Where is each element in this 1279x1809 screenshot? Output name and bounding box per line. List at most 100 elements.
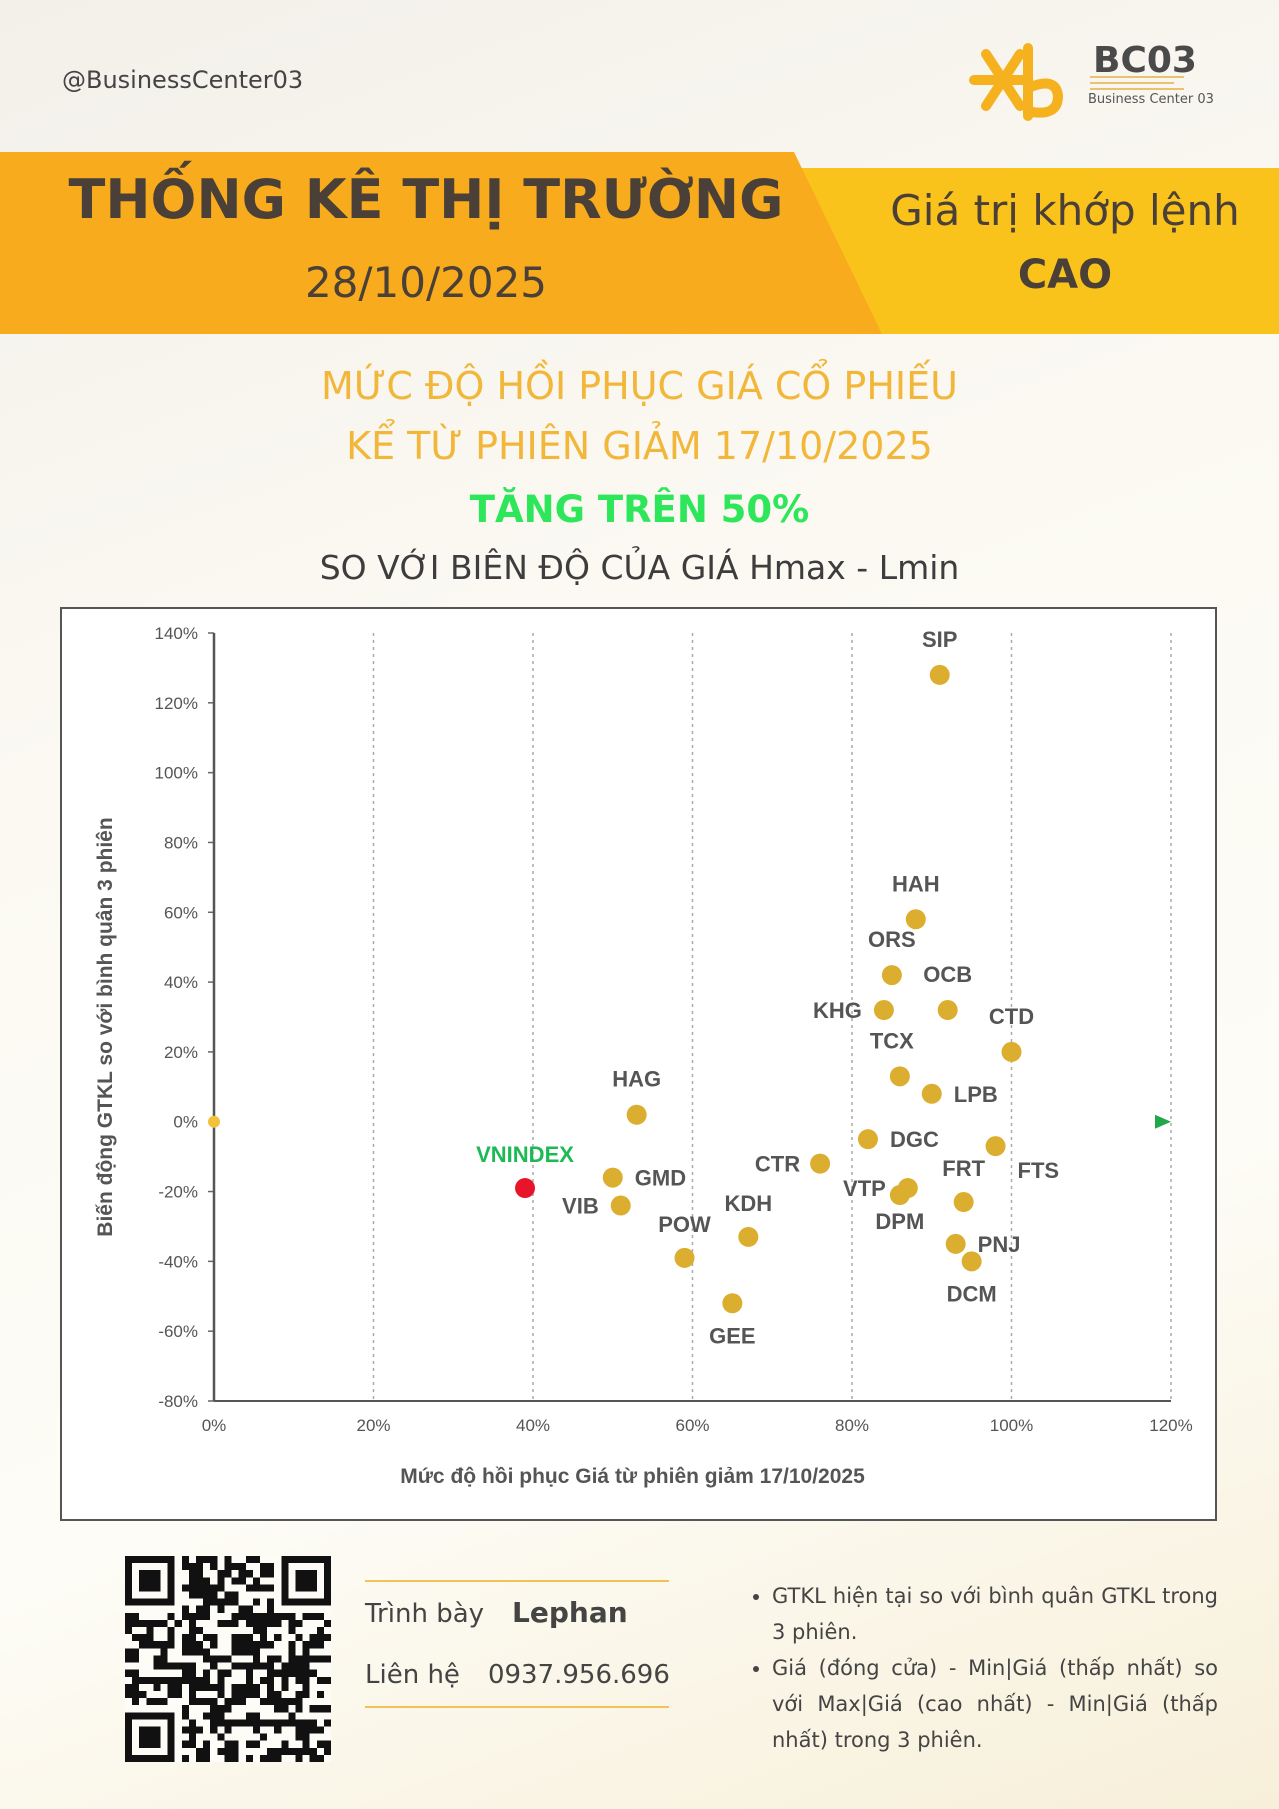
notes: GTKL hiện tại so với bình quân GTKL tron…: [752, 1578, 1218, 1758]
banner-left: [0, 152, 882, 334]
point-label: FRT: [942, 1156, 985, 1181]
x-tick-label: 40%: [516, 1416, 550, 1435]
note-item: GTKL hiện tại so với bình quân GTKL tron…: [772, 1578, 1218, 1650]
point-label: GEE: [709, 1323, 755, 1348]
point-label: PNJ: [978, 1232, 1021, 1257]
presenter-label: Trình bày: [365, 1599, 485, 1629]
y-tick-label: -60%: [158, 1322, 198, 1341]
data-point: [937, 1000, 958, 1021]
divider: [365, 1706, 669, 1708]
point-label: KDH: [724, 1191, 772, 1216]
y-axis-title: Biến động GTKL so với bình quân 3 phiên: [94, 817, 117, 1236]
logo-line: [1090, 88, 1184, 90]
data-point: [857, 1129, 878, 1150]
data-point: [889, 1066, 910, 1087]
point-label: OCB: [923, 962, 972, 987]
data-point: [610, 1195, 631, 1216]
y-tick-label: 80%: [164, 833, 198, 852]
logo-line: [1090, 82, 1174, 84]
contact-row: Liên hệ 0937.956.696: [365, 1644, 670, 1706]
x-axis-title: Mức độ hồi phục Giá từ phiên giảm 17/10/…: [400, 1465, 865, 1488]
banner-title: THỐNG KÊ THỊ TRƯỜNG: [68, 168, 784, 231]
vnindex-point: [515, 1178, 536, 1199]
chart-svg: 0% 20% 40% 60% 80% 100% 120% 140% 120% 100% 80% 60%…: [94, 624, 1193, 1488]
point-label: LPB: [954, 1082, 998, 1107]
y-tick-label: 20%: [164, 1043, 198, 1062]
data-point: [810, 1153, 831, 1174]
x-tick-label: 100%: [990, 1416, 1033, 1435]
point-label: TCX: [870, 1028, 914, 1053]
vnindex-label: VNINDEX: [476, 1142, 574, 1167]
credit-block: Trình bày Lephan Liên hệ 0937.956.696: [365, 1580, 670, 1708]
contact-label: Liên hệ: [365, 1660, 460, 1690]
data-point: [881, 965, 902, 986]
point-label: FTS: [1018, 1158, 1060, 1183]
point-label: SIP: [922, 627, 957, 652]
y-tick-label: -20%: [158, 1183, 198, 1202]
scatter-chart: 0% 20% 40% 60% 80% 100% 120% 140% 120% 100% 80% 60%…: [60, 607, 1217, 1521]
y-tick-label: 40%: [164, 973, 198, 992]
data-point: [873, 1000, 894, 1021]
presenter-name: Lephan: [512, 1596, 628, 1629]
y-tick-label: 60%: [164, 903, 198, 922]
data-point: [905, 909, 926, 930]
data-point: [961, 1251, 982, 1272]
point-label: KHG: [813, 998, 862, 1023]
social-handle: @BusinessCenter03: [62, 66, 304, 94]
point-label: DCM: [947, 1281, 997, 1306]
data-point: [722, 1293, 743, 1314]
banner-right-value: CAO: [1017, 252, 1113, 298]
presenter-row: Trình bày Lephan: [365, 1582, 669, 1644]
data-point: [1001, 1041, 1022, 1062]
data-point: [953, 1192, 974, 1213]
banner-right: [798, 168, 1279, 334]
point-label: POW: [658, 1212, 711, 1237]
point-label: GMD: [635, 1166, 686, 1191]
point-label: HAH: [892, 871, 940, 896]
headline-line-1: MỨC ĐỘ HỒI PHỤC GIÁ CỔ PHIẾU: [321, 364, 958, 408]
point-label: VTP: [843, 1176, 886, 1201]
data-point: [945, 1233, 966, 1254]
note-item: Giá (đóng cửa) - Min|Giá (thấp nhất) so …: [772, 1650, 1218, 1758]
contact-phone[interactable]: 0937.956.696: [487, 1660, 670, 1690]
data-point: [602, 1167, 623, 1188]
logo-line: [1090, 76, 1184, 78]
x-tick-label: 60%: [675, 1416, 709, 1435]
data-point: [929, 664, 950, 685]
headline-line-2: KỂ TỪ PHIÊN GIẢM 17/10/2025: [346, 424, 933, 468]
y-tick-label: 100%: [155, 764, 198, 783]
zero-origin-dot: [208, 1115, 220, 1128]
data-point: [889, 1185, 910, 1206]
point-label: DPM: [875, 1209, 924, 1234]
brand-logo: BC03 Business Center 03: [966, 40, 1216, 130]
y-tick-label: -80%: [158, 1392, 198, 1411]
headline-subtitle: SO VỚI BIÊN ĐỘ CỦA GIÁ Hmax - Lmin: [319, 548, 960, 587]
divider: [365, 1580, 669, 1582]
x-tick-label: 0%: [202, 1416, 227, 1435]
point-label: CTR: [755, 1152, 800, 1177]
point-label: VIB: [562, 1194, 599, 1219]
x-tick-label: 20%: [356, 1416, 390, 1435]
data-point: [921, 1083, 942, 1104]
point-label: CTD: [989, 1004, 1034, 1029]
banner-right-label: Giá trị khớp lệnh: [890, 186, 1240, 235]
headline-highlight: TĂNG TRÊN 50%: [469, 488, 810, 531]
logo-title: BC03: [1093, 40, 1197, 81]
x-tick-label: 80%: [835, 1416, 869, 1435]
point-label: HAG: [612, 1067, 661, 1092]
y-tick-label: 140%: [155, 624, 198, 643]
point-label: ORS: [868, 927, 916, 952]
data-point: [738, 1226, 759, 1247]
banner-date: 28/10/2025: [304, 258, 548, 307]
qr-code[interactable]: [125, 1556, 331, 1762]
kb-star-icon: [969, 43, 1064, 121]
y-tick-label: -40%: [158, 1252, 198, 1271]
y-tick-label: 120%: [155, 694, 198, 713]
zero-arrowhead: [1155, 1114, 1171, 1129]
data-point: [674, 1247, 695, 1268]
logo-subtitle: Business Center 03: [1088, 92, 1214, 107]
x-tick-label: 120%: [1149, 1416, 1192, 1435]
data-point: [626, 1104, 647, 1125]
y-tick-label: 0%: [173, 1113, 198, 1132]
point-label: DGC: [890, 1127, 939, 1152]
